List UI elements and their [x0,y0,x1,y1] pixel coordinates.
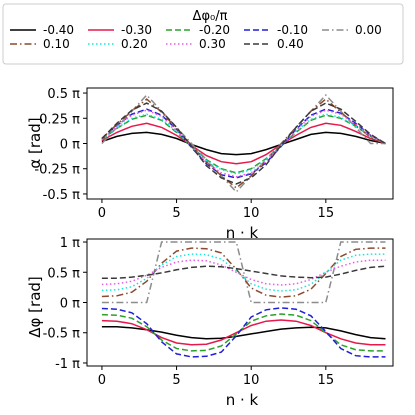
alpha-series-1 [101,122,386,165]
alpha-xtick-label-1: 5 [172,206,180,221]
legend-label-4: 0.00 [355,23,382,37]
legend-label-5: 0.10 [43,37,70,51]
dphi-xlabel: n · k [226,391,259,409]
alpha-series-7 [101,109,386,178]
legend-label-7: 0.30 [199,37,226,51]
legend-items: -0.40 -0.30 -0.20 -0.10 0.00 0.10 0.20 0.30 0.40 [10,23,382,51]
legend-title: Δφ₀/π [193,9,228,24]
legend-label-8: 0.40 [277,37,304,51]
alpha-ytick-label-1: -0.25 π [34,163,80,178]
alpha-ytick-label-3: 0.25 π [39,112,80,127]
dphi-ytick-label-0: -1 π [55,357,80,372]
dphi-xtick-label-3: 15 [318,373,335,388]
alpha-series-2 [101,114,386,174]
legend-frame [2,3,404,65]
alpha-series-3 [101,108,386,179]
legend: Δφ₀/π -0.40 -0.30 -0.20 -0.10 0.00 0.10 0.20 0.… [2,3,404,65]
alpha-series-8 [101,102,386,185]
alpha-series-4 [101,93,386,194]
dphi-ytick-label-1: -0.5 π [43,327,80,342]
dphi-plot: Δφ [rad] n · k 0 5 10 15 -1 π -0.5 π 0 π 0.5 π 1… [26,236,394,409]
alpha-ytick-label-4: 0.5 π [47,87,80,102]
dphi-series-7 [101,259,386,286]
alpha-xlabel: n · k [226,224,259,242]
dphi-ytick-label-4: 1 π [60,236,80,251]
dphi-xtick-label-0: 0 [98,373,106,388]
dphi-series-2 [101,313,386,352]
legend-label-3: -0.10 [277,23,308,37]
dphi-ytick-label-2: 0 π [60,297,80,312]
dphi-xtick-label-1: 5 [172,373,180,388]
alpha-series-5 [101,98,386,189]
legend-label-1: -0.30 [121,23,152,37]
dphi-ytick-label-3: 0.5 π [47,266,80,281]
alpha-xtick-label-2: 10 [243,206,260,221]
alpha-xtick-label-0: 0 [98,206,106,221]
alpha-series-0 [101,131,386,156]
legend-label-2: -0.20 [199,23,230,37]
alpha-series-6 [101,113,386,175]
legend-label-6: 0.20 [121,37,148,51]
alpha-xtick-label-3: 15 [318,206,335,221]
dphi-ylabel: Δφ [rad] [26,276,44,338]
dphi-series-3 [101,307,386,358]
legend-label-0: -0.40 [43,23,74,37]
dphi-series-1 [101,319,386,346]
alpha-ytick-label-0: -0.5 π [43,188,80,203]
alpha-ylabel: α [rad] [26,117,44,168]
dphi-xtick-label-2: 10 [243,373,260,388]
dphi-series-4 [101,241,386,304]
alpha-plot: α [rad] n · k 0 5 10 15 -0.5 π -0.25 π 0 π 0.25… [26,87,394,242]
dphi-series-8 [101,265,386,280]
dphi-series-5 [101,247,386,298]
dphi-series-0 [101,325,386,340]
alpha-ytick-label-2: 0 π [60,138,80,153]
